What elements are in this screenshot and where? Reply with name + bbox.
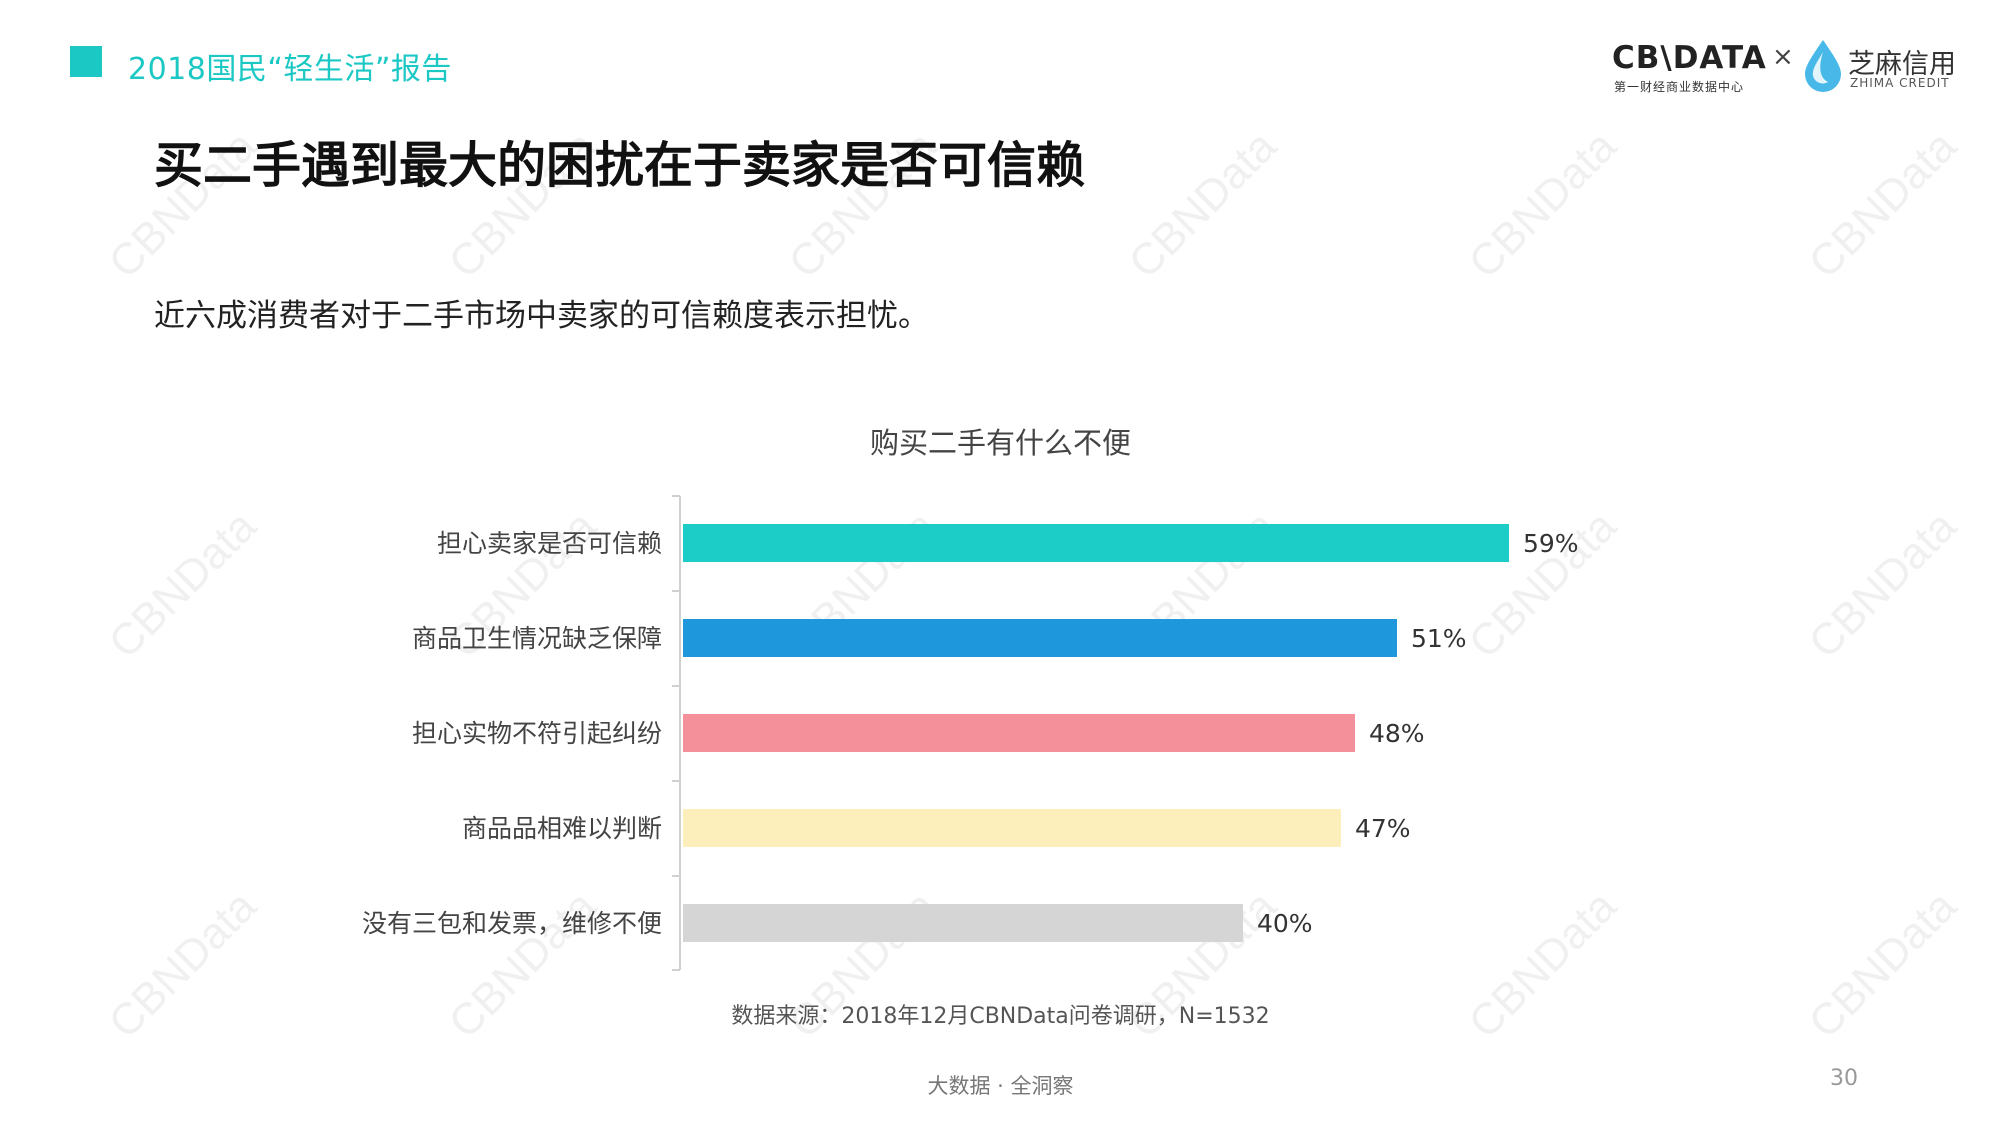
- report-title: 2018国民“轻生活”报告: [128, 52, 452, 87]
- category-label: 商品卫生情况缺乏保障: [412, 624, 662, 653]
- bar-value-label: 47%: [1355, 814, 1411, 843]
- bar: [683, 619, 1397, 657]
- header-accent-square: [70, 46, 102, 77]
- footer-tagline: 大数据 · 全洞察: [927, 1074, 1074, 1098]
- zhima-logo-text: 芝麻信用: [1848, 49, 1956, 80]
- category-label: 担心卖家是否可信赖: [437, 529, 662, 558]
- cbndata-logo: CB\DATA: [1612, 40, 1767, 76]
- bar-value-label: 51%: [1411, 624, 1467, 653]
- bar: [683, 524, 1509, 562]
- chart-title: 购买二手有什么不便: [869, 426, 1131, 460]
- category-label: 没有三包和发票，维修不便: [362, 909, 662, 938]
- page-subtitle: 近六成消费者对于二手市场中卖家的可信赖度表示担忧。: [154, 298, 929, 334]
- bar: [683, 904, 1243, 942]
- brand-logos: CB\DATA 第一财经商业数据中心 × 芝麻信用 ZHIMA CREDIT: [1612, 38, 1956, 98]
- category-label: 商品品相难以判断: [462, 814, 662, 843]
- page-title: 买二手遇到最大的困扰在于卖家是否可信赖: [154, 137, 1086, 194]
- bar: [683, 809, 1341, 847]
- bar: [683, 714, 1355, 752]
- bar-value-label: 59%: [1523, 529, 1579, 558]
- times-icon: ×: [1772, 42, 1794, 72]
- zhima-drop-icon: [1805, 40, 1841, 92]
- zhima-logo-subtitle: ZHIMA CREDIT: [1850, 76, 1950, 90]
- page-number: 30: [1830, 1066, 1858, 1091]
- category-label: 担心实物不符引起纠纷: [412, 719, 662, 748]
- bar-value-label: 40%: [1257, 909, 1313, 938]
- data-source-note: 数据来源：2018年12月CBNData问卷调研，N=1532: [731, 1004, 1270, 1029]
- cbndata-logo-subtitle: 第一财经商业数据中心: [1614, 80, 1745, 94]
- bar-value-label: 48%: [1369, 719, 1425, 748]
